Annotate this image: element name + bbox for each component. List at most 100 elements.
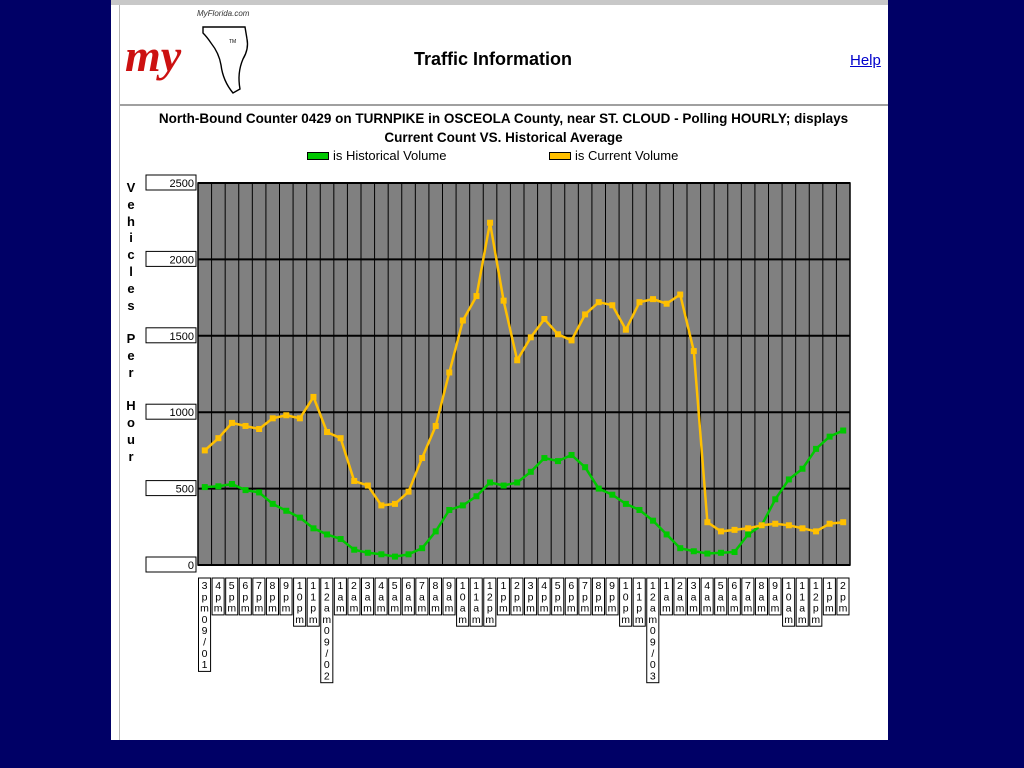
x-tick-box <box>442 577 456 616</box>
y-tick-label: 0 <box>188 560 194 572</box>
x-tick-box <box>551 577 565 616</box>
historical-volume-point <box>582 464 589 471</box>
current-volume-point <box>405 488 412 495</box>
y-tick-box <box>145 480 197 497</box>
help-link[interactable]: Help <box>850 52 881 69</box>
historical-volume-point <box>405 551 412 558</box>
plot-border <box>197 182 851 566</box>
historical-volume-point <box>813 445 820 452</box>
y-tick-label: 1000 <box>170 407 194 419</box>
x-tick-box <box>225 577 239 616</box>
historical-volume-point <box>731 549 738 556</box>
x-tick-box <box>469 577 483 627</box>
x-tick-box <box>483 577 497 627</box>
current-volume-point <box>500 297 507 304</box>
x-tick-box <box>279 577 293 616</box>
current-volume-point <box>242 422 249 429</box>
current-volume-point <box>432 422 439 429</box>
historical-volume-point <box>419 545 426 552</box>
historical-volume-point <box>514 479 521 486</box>
current-volume-point <box>799 525 806 532</box>
current-volume-point <box>758 522 765 529</box>
legend-item-historical: is Historical Volume <box>307 148 446 163</box>
x-tick-box <box>238 577 252 616</box>
current-volume-point <box>840 519 847 526</box>
x-tick-box <box>822 577 836 616</box>
historical-volume-point <box>541 455 548 462</box>
y-axis-label-letter: r <box>128 364 134 380</box>
current-volume-point <box>554 331 561 338</box>
current-volume-point <box>731 526 738 533</box>
y-axis-label-letter: V <box>126 180 136 195</box>
x-tick-box <box>361 577 375 616</box>
x-tick-box <box>564 577 578 616</box>
historical-volume-point <box>745 531 752 538</box>
x-tick-label: 1 2 a m 0 9/0 3 <box>648 580 657 682</box>
historical-volume-point <box>432 528 439 535</box>
historical-volume-point <box>636 506 643 513</box>
historical-volume-point <box>568 451 575 458</box>
historical-volume-point <box>296 514 303 521</box>
y-axis-label-letter: i <box>129 230 133 246</box>
x-tick-box <box>211 577 225 616</box>
historical-volume-point <box>690 548 697 555</box>
y-axis-label-letter: s <box>127 297 135 313</box>
current-volume-point <box>785 522 792 529</box>
historical-volume-point <box>799 465 806 472</box>
y-tick-box <box>145 174 197 191</box>
historical-volume-point <box>324 531 331 538</box>
y-tick-label: 2500 <box>170 178 194 190</box>
x-tick-box <box>198 577 212 672</box>
historical-volume-point <box>826 433 833 440</box>
x-tick-box <box>659 577 673 616</box>
current-volume-point <box>391 500 398 507</box>
current-volume-point <box>215 435 222 442</box>
historical-volume-point <box>446 506 453 513</box>
content-panel: my TM MyFlorida.com Traffic Information … <box>111 5 888 740</box>
x-tick-box <box>714 577 728 616</box>
y-tick-box <box>145 327 197 344</box>
legend-label-current: is Current Volume <box>575 148 679 163</box>
x-tick-box <box>374 577 388 616</box>
current-volume-point <box>595 299 602 306</box>
historical-volume-point <box>622 500 629 507</box>
legend-swatch-historical <box>307 151 329 160</box>
historical-volume-point <box>677 545 684 552</box>
y-axis-label-letter: e <box>127 196 135 212</box>
historical-volume-point <box>487 479 494 486</box>
x-tick-box <box>252 577 266 616</box>
current-volume-point <box>527 334 534 341</box>
historical-volume-point <box>717 549 724 556</box>
y-axis-label-letter: r <box>128 448 134 464</box>
myflorida-logo[interactable]: my TM <box>125 9 275 99</box>
historical-volume-point <box>772 496 779 503</box>
historical-volume-point <box>228 481 235 488</box>
current-volume-point <box>446 369 453 376</box>
current-volume-point <box>745 525 752 532</box>
y-axis-label-letter: o <box>127 415 135 431</box>
current-volume-point <box>283 412 290 419</box>
x-tick-box <box>809 577 823 627</box>
historical-volume-point <box>283 507 290 514</box>
x-tick-box <box>754 577 769 616</box>
current-volume-point <box>310 393 317 400</box>
current-volume-point <box>582 311 589 318</box>
logo-site-name: MyFlorida.com <box>197 9 250 18</box>
logo-wordmark: my <box>125 30 182 81</box>
